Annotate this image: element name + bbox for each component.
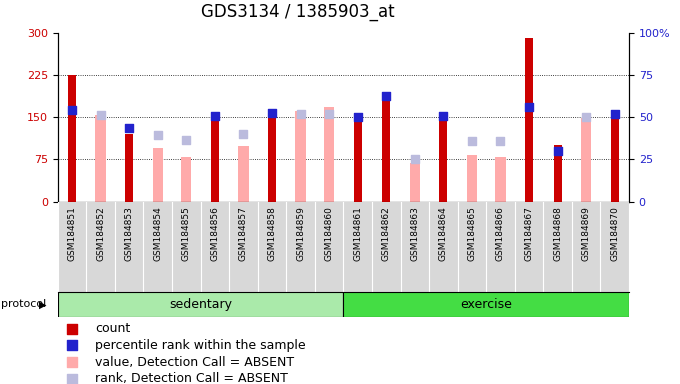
Point (95, 113, 106, 119)
Bar (611, 110, 619, 202)
Text: GSM184869: GSM184869 (581, 206, 591, 261)
Text: GSM184865: GSM184865 (467, 206, 477, 261)
Point (67, 359, 78, 365)
Point (181, 137, 192, 143)
Point (152, 132, 163, 138)
Point (609, 111, 620, 118)
Bar (495, 157, 506, 202)
Bar (58, 292, 343, 317)
Point (67, 326, 78, 332)
Text: GSM184859: GSM184859 (296, 206, 305, 261)
Point (238, 131, 249, 137)
Text: GSM184861: GSM184861 (353, 206, 362, 261)
Text: GSM184853: GSM184853 (124, 206, 134, 261)
Text: GSM184868: GSM184868 (553, 206, 562, 261)
Point (267, 109, 277, 116)
Bar (95, 116, 106, 202)
Text: GSM184856: GSM184856 (210, 206, 220, 261)
Bar (382, 98, 390, 202)
Text: GSM184870: GSM184870 (610, 206, 619, 261)
Point (67, 107, 78, 113)
Point (352, 114, 363, 120)
Text: percentile rank within the sample: percentile rank within the sample (95, 339, 305, 352)
Bar (181, 157, 192, 202)
Bar (125, 134, 133, 202)
Text: count: count (95, 322, 130, 335)
Text: GSM184855: GSM184855 (182, 206, 191, 261)
Text: ▶: ▶ (39, 299, 47, 310)
Text: sedentary: sedentary (169, 298, 232, 311)
Point (552, 148, 563, 154)
Bar (581, 118, 592, 202)
Text: GSM184851: GSM184851 (67, 206, 77, 261)
Text: exercise: exercise (460, 298, 512, 311)
Bar (324, 107, 335, 202)
Point (381, 93, 392, 99)
Point (209, 113, 220, 119)
Point (324, 111, 335, 118)
Bar (409, 163, 420, 202)
Point (524, 104, 534, 110)
Point (438, 113, 449, 119)
Text: GSM184858: GSM184858 (267, 206, 277, 261)
Text: GSM184860: GSM184860 (324, 206, 334, 261)
Bar (68, 75, 76, 202)
Text: GSM184862: GSM184862 (381, 206, 391, 261)
Bar (211, 117, 219, 202)
Bar (152, 148, 163, 202)
Text: GSM184866: GSM184866 (496, 206, 505, 261)
Text: GDS3134 / 1385903_at: GDS3134 / 1385903_at (201, 3, 394, 21)
Bar (343, 292, 629, 317)
Point (67, 376, 78, 382)
Text: GSM184867: GSM184867 (524, 206, 534, 261)
Point (466, 138, 477, 144)
Bar (354, 118, 362, 202)
Text: rank, Detection Call = ABSENT: rank, Detection Call = ABSENT (95, 372, 288, 384)
Bar (439, 117, 447, 202)
Text: GSM184854: GSM184854 (153, 206, 163, 261)
Text: GSM184863: GSM184863 (410, 206, 420, 261)
Point (581, 114, 592, 120)
Bar (466, 155, 477, 202)
Bar (525, 38, 533, 202)
Point (495, 138, 506, 144)
Point (409, 156, 420, 162)
Bar (238, 146, 249, 202)
Bar (295, 111, 306, 202)
Text: value, Detection Call = ABSENT: value, Detection Call = ABSENT (95, 356, 294, 369)
Point (295, 111, 306, 118)
Text: GSM184857: GSM184857 (239, 206, 248, 261)
Bar (554, 145, 562, 202)
Text: protocol: protocol (1, 299, 47, 310)
Bar (268, 110, 276, 202)
Text: GSM184864: GSM184864 (439, 206, 448, 261)
Point (124, 125, 135, 131)
Point (67, 342, 78, 348)
Text: GSM184852: GSM184852 (96, 206, 105, 261)
